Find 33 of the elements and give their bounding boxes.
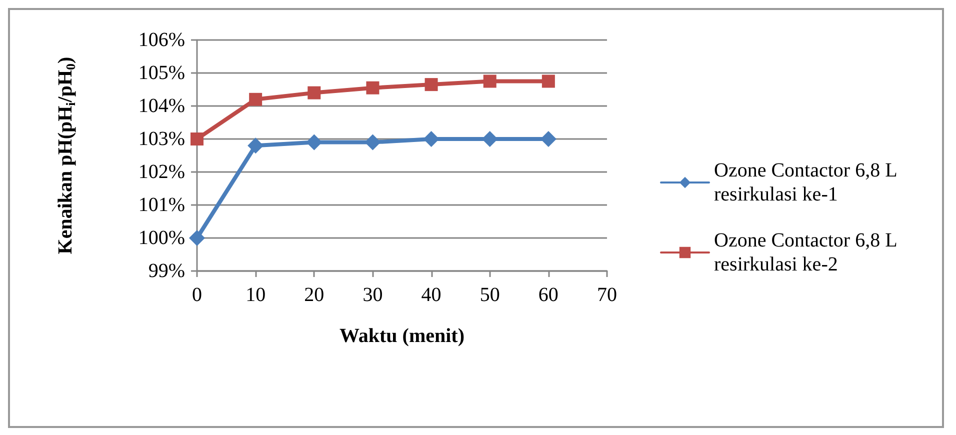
y-tick-label: 106% bbox=[138, 29, 185, 51]
point bbox=[542, 74, 555, 88]
point bbox=[364, 134, 381, 150]
point bbox=[248, 138, 264, 154]
x-tick-label: 20 bbox=[304, 284, 324, 306]
x-tick-label: 30 bbox=[362, 284, 383, 306]
point bbox=[308, 86, 321, 100]
point bbox=[366, 81, 380, 94]
x-tick-label: 70 bbox=[597, 284, 617, 306]
x-tick-label: 50 bbox=[480, 284, 500, 306]
y-tick-label: 100% bbox=[138, 227, 185, 249]
y-tick-label: 101% bbox=[138, 194, 185, 216]
x-axis-title: Waktu (menit) bbox=[340, 325, 464, 347]
point bbox=[423, 131, 440, 147]
point bbox=[482, 131, 498, 147]
y-tick-label: 102% bbox=[138, 161, 185, 183]
point bbox=[306, 134, 322, 150]
x-tick-label: 10 bbox=[246, 284, 266, 306]
point bbox=[483, 74, 496, 88]
legend-label: Ozone Contactor 6,8 L resirkulasi ke-2 bbox=[714, 230, 902, 276]
point bbox=[190, 132, 204, 146]
point bbox=[189, 230, 205, 246]
y-axis-title: Kenaikan pH(pHi/pH0) bbox=[54, 56, 78, 254]
y-tick-label: 105% bbox=[138, 62, 185, 84]
y-tick-label: 99% bbox=[148, 260, 185, 282]
point bbox=[424, 78, 438, 92]
y-tick-label: 103% bbox=[138, 128, 185, 150]
x-tick-label: 60 bbox=[538, 284, 558, 306]
point bbox=[249, 92, 262, 106]
legend-label: Ozone Contactor 6,8 L resirkulasi ke-1 bbox=[714, 160, 902, 206]
x-tick-label: 0 bbox=[192, 284, 202, 306]
x-tick-label: 40 bbox=[421, 284, 442, 306]
y-tick-label: 104% bbox=[138, 95, 185, 117]
